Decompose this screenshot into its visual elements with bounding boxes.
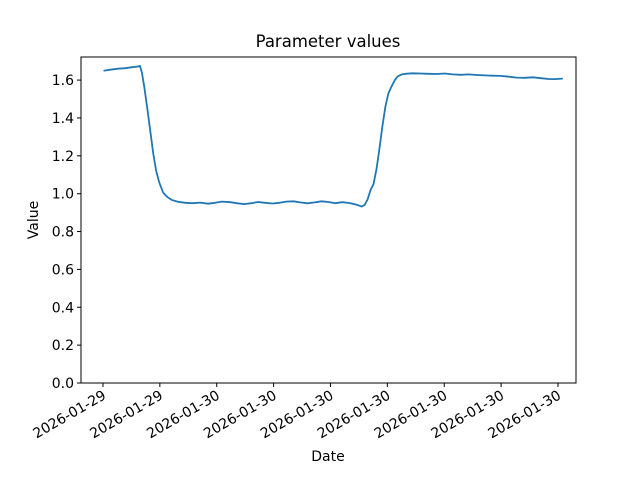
y-tick-label: 0.4	[52, 300, 74, 316]
y-tick-label: 1.6	[52, 73, 74, 89]
y-tick-label: 0.2	[52, 338, 74, 354]
y-tick-label: 0.6	[52, 262, 74, 278]
y-tick-label: 0.8	[52, 225, 74, 241]
axes-frame	[80, 56, 577, 384]
plot-area: 0.00.20.40.60.81.01.21.41.62026-01-29202…	[31, 56, 577, 442]
y-tick-label: 0.0	[52, 376, 74, 392]
y-tick-label: 1.0	[52, 187, 74, 203]
x-axis-label: Date	[311, 449, 344, 465]
y-axis-label: Value	[26, 201, 42, 239]
y-tick-label: 1.4	[52, 111, 74, 127]
chart-title: Parameter values	[256, 32, 401, 51]
y-tick-label: 1.2	[52, 149, 74, 165]
series-line	[103, 65, 563, 208]
